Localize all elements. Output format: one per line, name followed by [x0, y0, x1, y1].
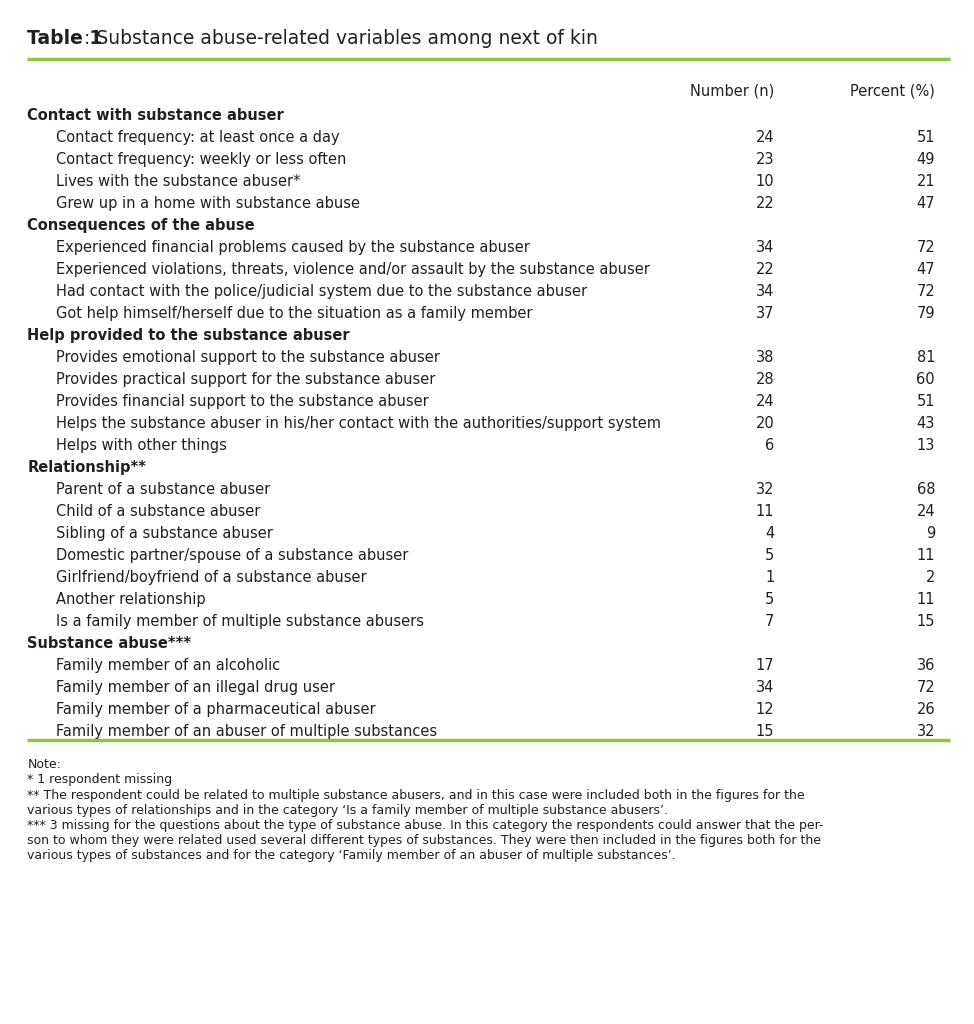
Text: Girlfriend/boyfriend of a substance abuser: Girlfriend/boyfriend of a substance abus… [56, 569, 367, 585]
Text: 15: 15 [917, 613, 935, 629]
Text: 43: 43 [917, 416, 935, 431]
Text: Family member of a pharmaceutical abuser: Family member of a pharmaceutical abuser [56, 701, 376, 717]
Text: 20: 20 [756, 416, 774, 431]
Text: Relationship**: Relationship** [27, 460, 146, 475]
Text: various types of relationships and in the category ‘Is a family member of multip: various types of relationships and in th… [27, 804, 668, 817]
Text: * 1 respondent missing: * 1 respondent missing [27, 773, 172, 786]
Text: 22: 22 [756, 196, 774, 211]
Text: 11: 11 [917, 592, 935, 607]
Text: Child of a substance abuser: Child of a substance abuser [56, 504, 261, 519]
Text: 51: 51 [917, 393, 935, 409]
Text: Parent of a substance abuser: Parent of a substance abuser [56, 481, 271, 497]
Text: Help provided to the substance abuser: Help provided to the substance abuser [27, 328, 350, 343]
Text: *** 3 missing for the questions about the type of substance abuse. In this categ: *** 3 missing for the questions about th… [27, 819, 824, 831]
Text: 51: 51 [917, 129, 935, 144]
Text: 38: 38 [756, 349, 774, 365]
Text: Family member of an alcoholic: Family member of an alcoholic [56, 657, 281, 673]
Text: 49: 49 [917, 152, 935, 167]
Text: Sibling of a substance abuser: Sibling of a substance abuser [56, 525, 274, 541]
Text: 34: 34 [756, 240, 774, 255]
Text: 32: 32 [756, 481, 774, 497]
Text: 11: 11 [917, 548, 935, 563]
Text: 5: 5 [766, 548, 774, 563]
Text: Had contact with the police/judicial system due to the substance abuser: Had contact with the police/judicial sys… [56, 284, 587, 299]
Text: Got help himself/herself due to the situation as a family member: Got help himself/herself due to the situ… [56, 305, 533, 321]
Text: : Substance abuse-related variables among next of kin: : Substance abuse-related variables amon… [84, 29, 598, 48]
Text: Table 1: Table 1 [27, 29, 102, 48]
Text: 7: 7 [765, 613, 774, 629]
Text: Grew up in a home with substance abuse: Grew up in a home with substance abuse [56, 196, 360, 211]
Text: Consequences of the abuse: Consequences of the abuse [27, 217, 255, 232]
Text: 9: 9 [926, 525, 935, 541]
Text: 36: 36 [917, 657, 935, 673]
Text: 60: 60 [917, 372, 935, 387]
Text: 32: 32 [917, 724, 935, 739]
Text: Helps with other things: Helps with other things [56, 437, 227, 453]
Text: Contact frequency: weekly or less often: Contact frequency: weekly or less often [56, 152, 347, 167]
Text: 24: 24 [756, 393, 774, 409]
Text: 24: 24 [756, 129, 774, 144]
Text: 26: 26 [917, 701, 935, 717]
Text: 15: 15 [756, 724, 774, 739]
Text: 21: 21 [917, 173, 935, 188]
Text: Domestic partner/spouse of a substance abuser: Domestic partner/spouse of a substance a… [56, 548, 409, 563]
Text: Contact with substance abuser: Contact with substance abuser [27, 108, 284, 123]
Text: Lives with the substance abuser*: Lives with the substance abuser* [56, 173, 301, 188]
Text: Experienced financial problems caused by the substance abuser: Experienced financial problems caused by… [56, 240, 531, 255]
Text: 37: 37 [756, 305, 774, 321]
Text: various types of substances and for the category ‘Family member of an abuser of : various types of substances and for the … [27, 849, 676, 862]
Text: Family member of an abuser of multiple substances: Family member of an abuser of multiple s… [56, 724, 437, 739]
Text: 72: 72 [917, 284, 935, 299]
Text: 68: 68 [917, 481, 935, 497]
Text: 47: 47 [917, 196, 935, 211]
Text: Is a family member of multiple substance abusers: Is a family member of multiple substance… [56, 613, 425, 629]
Text: 4: 4 [766, 525, 774, 541]
Text: Note:: Note: [27, 758, 61, 771]
Text: 1: 1 [766, 569, 774, 585]
Text: 5: 5 [766, 592, 774, 607]
Text: Another relationship: Another relationship [56, 592, 206, 607]
Text: 47: 47 [917, 261, 935, 276]
Text: Family member of an illegal drug user: Family member of an illegal drug user [56, 680, 335, 695]
Text: 28: 28 [756, 372, 774, 387]
Text: 6: 6 [766, 437, 774, 453]
Text: Percent (%): Percent (%) [850, 84, 935, 99]
Text: 72: 72 [917, 240, 935, 255]
Text: 23: 23 [756, 152, 774, 167]
Text: 22: 22 [756, 261, 774, 276]
Text: Contact frequency: at least once a day: Contact frequency: at least once a day [56, 129, 340, 144]
Text: 24: 24 [917, 504, 935, 519]
Text: 34: 34 [756, 284, 774, 299]
Text: 2: 2 [925, 569, 935, 585]
Text: ** The respondent could be related to multiple substance abusers, and in this ca: ** The respondent could be related to mu… [27, 788, 805, 802]
Text: 79: 79 [917, 305, 935, 321]
Text: 72: 72 [917, 680, 935, 695]
Text: Provides practical support for the substance abuser: Provides practical support for the subst… [56, 372, 436, 387]
Text: 10: 10 [756, 173, 774, 188]
Text: 34: 34 [756, 680, 774, 695]
Text: 11: 11 [756, 504, 774, 519]
Text: 17: 17 [756, 657, 774, 673]
Text: Provides financial support to the substance abuser: Provides financial support to the substa… [56, 393, 430, 409]
Text: Experienced violations, threats, violence and/or assault by the substance abuser: Experienced violations, threats, violenc… [56, 261, 651, 276]
Text: 13: 13 [917, 437, 935, 453]
Text: son to whom they were related used several different types of substances. They w: son to whom they were related used sever… [27, 834, 821, 847]
Text: Substance abuse***: Substance abuse*** [27, 636, 192, 651]
Text: Provides emotional support to the substance abuser: Provides emotional support to the substa… [56, 349, 440, 365]
Text: Helps the substance abuser in his/her contact with the authorities/support syste: Helps the substance abuser in his/her co… [56, 416, 661, 431]
Text: 81: 81 [917, 349, 935, 365]
Text: 12: 12 [756, 701, 774, 717]
Text: Number (n): Number (n) [691, 84, 774, 99]
